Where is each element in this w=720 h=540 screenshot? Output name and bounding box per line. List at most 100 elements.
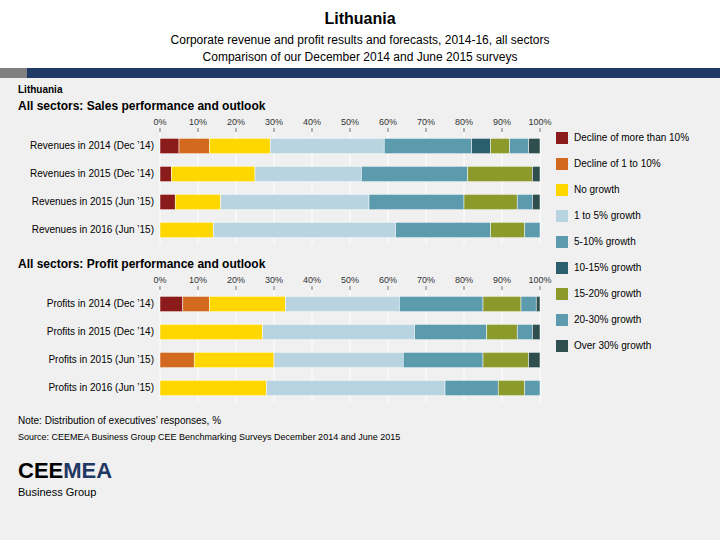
legend-swatch xyxy=(556,158,568,170)
category-label: Profits in 2014 (Dec ’14) xyxy=(47,298,154,309)
bar-segment xyxy=(540,380,541,395)
bar-segment xyxy=(532,166,540,181)
legend-swatch xyxy=(556,184,568,196)
section-label: Lithuania xyxy=(18,84,63,95)
tick-mark xyxy=(236,128,237,132)
tick-mark xyxy=(160,128,161,132)
tick-mark xyxy=(502,128,503,132)
legend-swatch xyxy=(556,262,568,274)
tick-mark xyxy=(312,286,313,290)
bar-segment xyxy=(396,222,491,237)
bar-segment xyxy=(160,352,194,367)
tick-label: 10% xyxy=(189,117,207,127)
logo-text: MEA xyxy=(63,458,112,483)
bar-segment xyxy=(160,194,175,209)
legend: Decline of more than 10% Decline of 1 to … xyxy=(556,132,689,352)
tick-label: 70% xyxy=(417,117,435,127)
bar-segment xyxy=(445,380,498,395)
plot-area xyxy=(160,138,540,237)
bar-segment xyxy=(415,324,487,339)
bar-segment xyxy=(517,194,532,209)
tick-mark xyxy=(160,286,161,290)
page-title: Lithuania xyxy=(324,10,395,27)
bar-segment xyxy=(487,324,517,339)
bar-segment xyxy=(160,222,213,237)
bar-segment xyxy=(221,194,369,209)
tick-label: 60% xyxy=(379,117,397,127)
bar-segment xyxy=(171,166,255,181)
bar-segment xyxy=(529,138,540,153)
tick-mark xyxy=(236,286,237,290)
legend-swatch xyxy=(556,132,568,144)
tick-mark xyxy=(540,128,541,132)
tick-label: 40% xyxy=(303,275,321,285)
tick-mark xyxy=(350,286,351,290)
bar-segment xyxy=(285,296,399,311)
bar-segment xyxy=(517,324,532,339)
header-bar-block xyxy=(0,68,27,78)
bar-segment xyxy=(160,296,183,311)
x-axis: 0%10%20%30%40%50%60%70%80%90%100% xyxy=(153,275,551,402)
bar-segment xyxy=(266,380,445,395)
tick-label: 60% xyxy=(379,275,397,285)
legend-swatch xyxy=(556,314,568,326)
tick-label: 70% xyxy=(417,275,435,285)
bar-segment xyxy=(179,138,209,153)
bar-segment xyxy=(529,352,540,367)
bar-segment xyxy=(525,380,540,395)
legend-swatch xyxy=(556,288,568,300)
legend-entry: Decline of 1 to 10% xyxy=(574,158,661,169)
bar-segment xyxy=(399,296,483,311)
tick-mark xyxy=(312,128,313,132)
tick-label: 50% xyxy=(341,117,359,127)
bar-segment xyxy=(183,296,210,311)
tick-label: 80% xyxy=(455,275,473,285)
logo-subtext: Business Group xyxy=(18,486,96,498)
tick-mark xyxy=(426,128,427,132)
bar-segment xyxy=(213,222,395,237)
logo-text: CEE xyxy=(18,458,63,483)
chart-title: All sectors: Profit performance and outl… xyxy=(18,257,266,271)
tick-label: 0% xyxy=(153,117,166,127)
legend-entry: Decline of more than 10% xyxy=(574,132,689,143)
page-subtitle: Corporate revenue and profit results and… xyxy=(171,33,550,47)
bar-segment xyxy=(160,380,266,395)
tick-mark xyxy=(198,128,199,132)
bar-segment xyxy=(263,324,415,339)
legend-swatch xyxy=(556,340,568,352)
tick-mark xyxy=(464,128,465,132)
legend-swatch xyxy=(556,210,568,222)
bar-segment xyxy=(464,194,517,209)
tick-label: 100% xyxy=(528,275,551,285)
bar-segment xyxy=(532,324,540,339)
tick-label: 80% xyxy=(455,117,473,127)
tick-mark xyxy=(464,286,465,290)
x-axis: 0%10%20%30%40%50%60%70%80%90%100% xyxy=(153,117,551,244)
bar-segment xyxy=(384,138,471,153)
bar-segment xyxy=(270,138,384,153)
bar-segment xyxy=(521,296,536,311)
tick-mark xyxy=(502,286,503,290)
bar-segment xyxy=(483,296,521,311)
bar-segment xyxy=(255,166,361,181)
category-label: Revenues in 2015 (Dec ’14) xyxy=(30,168,154,179)
category-label: Revenues in 2016 (Jun ’15) xyxy=(32,224,154,235)
page-subtitle: Comparison of our December 2014 and June… xyxy=(203,50,518,64)
bar-segment xyxy=(525,222,540,237)
tick-label: 40% xyxy=(303,117,321,127)
bar-segment xyxy=(510,138,529,153)
bar-segment xyxy=(361,166,467,181)
header-bar xyxy=(0,68,720,78)
legend-entry: 15-20% growth xyxy=(574,288,641,299)
source: Source: CEEMEA Business Group CEE Benchm… xyxy=(18,432,400,442)
bar-segment xyxy=(498,380,525,395)
tick-label: 100% xyxy=(528,117,551,127)
legend-swatch xyxy=(556,236,568,248)
category-label: Revenues in 2014 (Dec ’14) xyxy=(30,140,154,151)
page-background xyxy=(0,0,720,540)
bar-segment xyxy=(483,352,529,367)
tick-label: 20% xyxy=(227,117,245,127)
bar-segment xyxy=(209,138,270,153)
bar-segment xyxy=(536,296,540,311)
tick-label: 50% xyxy=(341,275,359,285)
